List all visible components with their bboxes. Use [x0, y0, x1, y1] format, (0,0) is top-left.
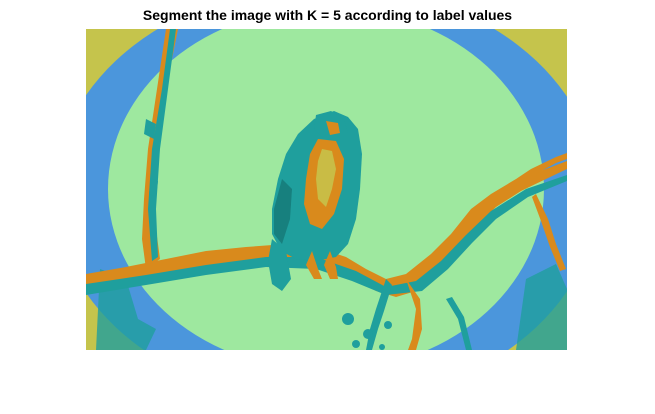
branch-debris	[342, 313, 392, 350]
figure-title: Segment the image with K = 5 according t…	[142, 7, 513, 23]
left-branch	[142, 29, 178, 269]
bird	[268, 111, 362, 291]
segmented-image	[86, 29, 567, 350]
